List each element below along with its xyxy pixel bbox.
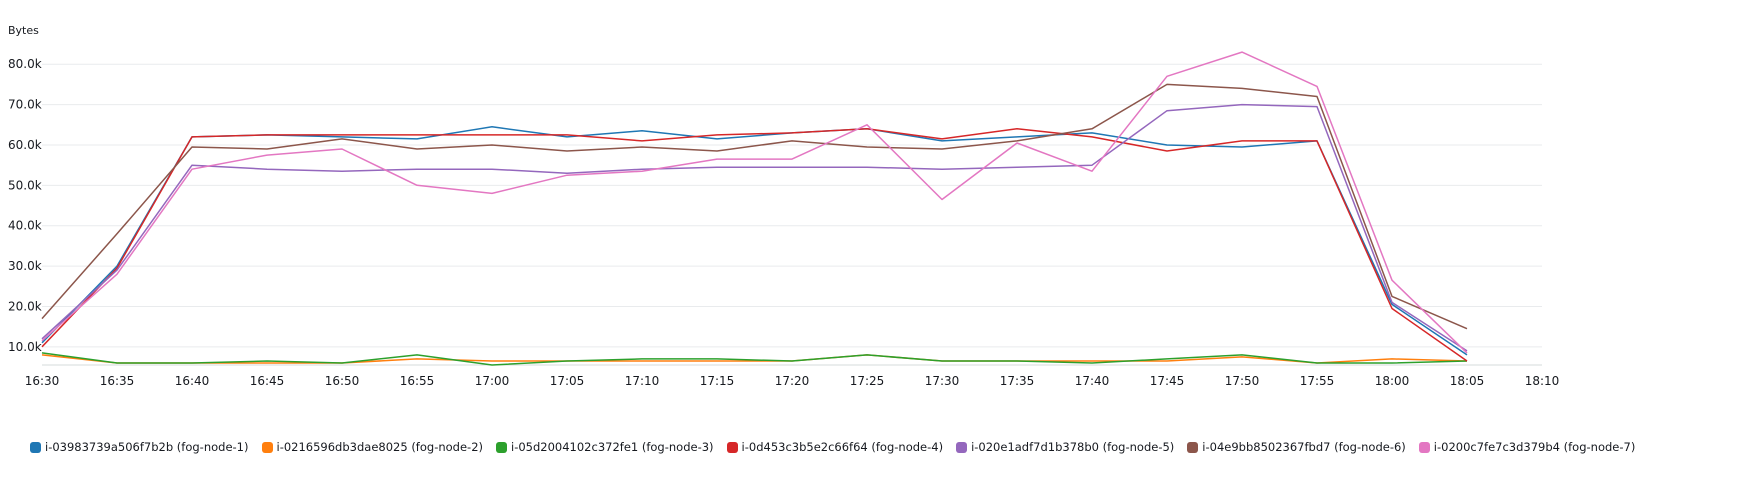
x-tick-label: 16:35 — [100, 374, 135, 388]
y-tick-label: 40.0k — [8, 219, 42, 233]
x-tick-label: 17:15 — [700, 374, 735, 388]
x-axis-ticks: 16:30 16:35 16:40 16:45 16:50 16:55 17:00 17:05… — [25, 374, 1560, 388]
legend-swatch — [726, 441, 738, 453]
x-tick-label: 17:05 — [550, 374, 585, 388]
legend-label: i-04e9bb8502367fbd7 (fog-node-6) — [1202, 440, 1406, 454]
x-tick-label: 17:10 — [625, 374, 660, 388]
x-tick-label: 16:30 — [25, 374, 60, 388]
series-line-fog-node-4[interactable] — [41, 128, 1468, 362]
x-tick-label: 17:50 — [1225, 374, 1260, 388]
series-lines — [41, 51, 1468, 366]
series-line-fog-node-5[interactable] — [41, 103, 1468, 352]
y-tick-label: 20.0k — [8, 299, 42, 313]
y-axis-ticks: 10.0k 20.0k 30.0k 40.0k 50.0k 60.0k 70.0k 80.0k — [8, 57, 42, 354]
x-tick-label: 17:45 — [1150, 374, 1185, 388]
legend-swatch — [261, 441, 273, 453]
y-axis-title: Bytes — [8, 24, 39, 37]
y-tick-label: 80.0k — [8, 57, 42, 71]
series-line-fog-node-3[interactable] — [41, 352, 1468, 366]
series-line-fog-node-2[interactable] — [41, 354, 1468, 364]
legend-label: i-020e1adf7d1b378b0 (fog-node-5) — [971, 440, 1175, 454]
x-tick-label: 16:50 — [325, 374, 360, 388]
legend-item-fog-node-4[interactable]: i-0d453c3b5e2c66f64 (fog-node-4) — [726, 440, 944, 454]
x-tick-label: 16:55 — [400, 374, 435, 388]
legend: i-03983739a506f7b2b (fog-node-1) i-021659… — [30, 440, 1648, 454]
x-tick-label: 18:10 — [1525, 374, 1560, 388]
x-tick-label: 16:40 — [175, 374, 210, 388]
line-chart: Bytes 10.0k 20.0k 30.0k 40.0k 50.0k 60.0k 70.0… — [8, 24, 1560, 388]
legend-swatch — [496, 441, 507, 453]
x-tick-label: 17:25 — [850, 374, 885, 388]
y-tick-label: 30.0k — [8, 259, 42, 273]
legend-item-fog-node-3[interactable]: i-05d2004102c372fe1 (fog-node-3) — [496, 440, 714, 454]
series-line-fog-node-6[interactable] — [41, 83, 1468, 330]
y-tick-label: 10.0k — [8, 340, 42, 354]
series-line-fog-node-1[interactable] — [41, 126, 1468, 356]
x-tick-label: 18:00 — [1375, 374, 1410, 388]
legend-item-fog-node-1[interactable]: i-03983739a506f7b2b (fog-node-1) — [30, 440, 249, 454]
legend-swatch — [1418, 441, 1430, 453]
series-line-fog-node-7[interactable] — [41, 51, 1468, 354]
legend-swatch — [1187, 441, 1199, 453]
legend-item-fog-node-5[interactable]: i-020e1adf7d1b378b0 (fog-node-5) — [956, 440, 1174, 454]
legend-item-fog-node-6[interactable]: i-04e9bb8502367fbd7 (fog-node-6) — [1187, 440, 1406, 454]
legend-item-fog-node-7[interactable]: i-0200c7fe7c3d379b4 (fog-node-7) — [1418, 440, 1636, 454]
legend-swatch — [30, 441, 41, 453]
x-tick-label: 17:20 — [775, 374, 810, 388]
x-tick-label: 17:00 — [475, 374, 510, 388]
x-tick-label: 17:30 — [925, 374, 960, 388]
y-tick-label: 70.0k — [8, 98, 42, 112]
y-tick-label: 50.0k — [8, 178, 42, 192]
legend-label: i-0200c7fe7c3d379b4 (fog-node-7) — [1433, 440, 1636, 454]
x-tick-label: 17:55 — [1300, 374, 1335, 388]
x-tick-label: 16:45 — [250, 374, 285, 388]
legend-item-fog-node-2[interactable]: i-0216596db3dae8025 (fog-node-2) — [261, 440, 484, 454]
x-tick-label: 17:40 — [1075, 374, 1110, 388]
legend-swatch — [956, 441, 968, 453]
gridlines — [42, 63, 1542, 366]
legend-label: i-0d453c3b5e2c66f64 (fog-node-4) — [741, 440, 944, 454]
legend-label: i-03983739a506f7b2b (fog-node-1) — [45, 440, 249, 454]
legend-label: i-0216596db3dae8025 (fog-node-2) — [276, 440, 484, 454]
legend-label: i-05d2004102c372fe1 (fog-node-3) — [511, 440, 714, 454]
y-tick-label: 60.0k — [8, 138, 42, 152]
x-tick-label: 17:35 — [1000, 374, 1035, 388]
x-tick-label: 18:05 — [1450, 374, 1485, 388]
